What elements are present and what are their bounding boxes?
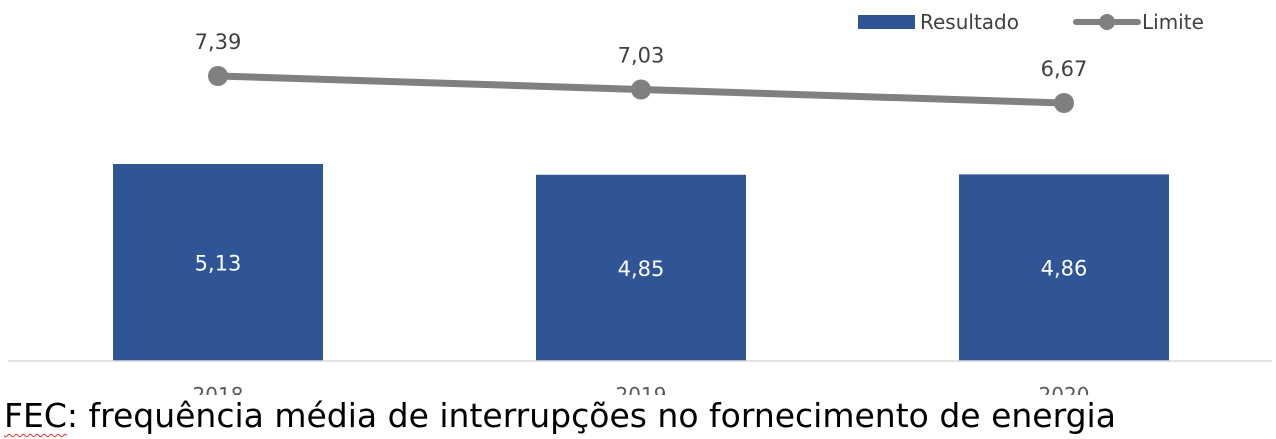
caption-term: FEC (4, 396, 67, 435)
bar-label-2018: 5,13 (195, 252, 242, 276)
bars-group (113, 164, 1169, 361)
legend-swatch-resultado (858, 15, 915, 29)
x-tick-2019: 2019 (616, 383, 667, 395)
line-series-group (208, 66, 1074, 113)
point-limite-2020 (1054, 93, 1074, 113)
bar-label-2019: 4,85 (618, 257, 665, 281)
point-limite-2019 (631, 79, 651, 100)
line-labels-group: 7,39 7,03 6,67 (195, 30, 1088, 81)
legend-label-resultado: Resultado (920, 10, 1019, 34)
x-tick-2018: 2018 (193, 383, 244, 395)
chart: 5,13 4,85 4,86 2018 2019 2020 7,39 7,03 6,67 R… (8, 10, 1272, 395)
point-limite-2018 (208, 66, 228, 86)
bar-2020 (959, 174, 1169, 361)
point-label-limite-2019: 7,03 (618, 44, 665, 68)
bar-2019 (536, 174, 746, 361)
point-label-limite-2018: 7,39 (195, 30, 242, 54)
point-label-limite-2020: 6,67 (1041, 57, 1088, 81)
legend: Resultado Limite (858, 10, 1204, 34)
x-tick-labels: 2018 2019 2020 (193, 383, 1090, 395)
x-tick-2020: 2020 (1039, 383, 1090, 395)
legend-label-limite: Limite (1142, 10, 1204, 34)
chart-caption: FEC: frequência média de interrupções no… (4, 396, 1116, 436)
caption-text: : frequência média de interrupções no fo… (66, 396, 1116, 435)
bar-labels-group: 5,13 4,85 4,86 (195, 252, 1088, 281)
bar-label-2020: 4,86 (1041, 257, 1088, 281)
bar-2018 (113, 164, 323, 361)
legend-marker-limite (1099, 14, 1115, 30)
